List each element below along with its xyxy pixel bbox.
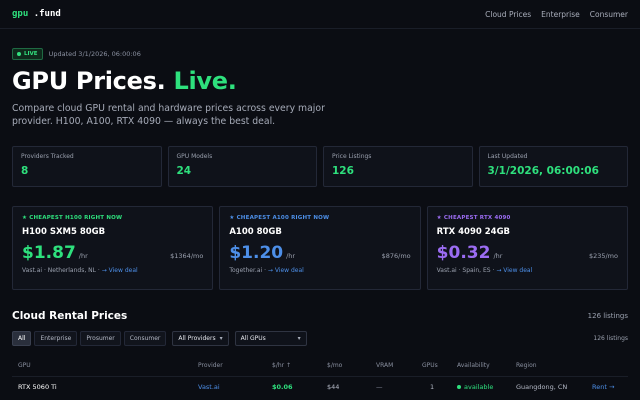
chevron-down-icon: ▾	[297, 335, 301, 342]
deal-price-row: $0.32 /hr $235/mo	[437, 243, 618, 263]
col-region[interactable]: Region	[516, 361, 537, 369]
deal-tag: ★ CHEAPEST H100 RIGHT NOW	[22, 215, 123, 221]
stat-label: Last Updated	[487, 153, 528, 160]
deal-gpu-name: H100 SXM5 80GB	[22, 227, 106, 237]
stat-label: Providers Tracked	[21, 153, 74, 160]
deals-row: ★ CHEAPEST H100 RIGHT NOW H100 SXM5 80GB…	[12, 206, 628, 290]
live-badge: LIVE	[12, 48, 43, 60]
live-dot-icon	[17, 52, 21, 56]
top-nav: gpu .fund Cloud Prices Enterprise Consum…	[0, 0, 640, 29]
cell-vram: —	[376, 382, 383, 391]
nav-link-cloud-prices[interactable]: Cloud Prices	[485, 9, 532, 19]
filter-enterprise[interactable]: Enterprise	[34, 331, 78, 346]
deal-price-row: $1.20 /hr $876/mo	[229, 243, 410, 263]
deal-meta: Vast.ai · Netherlands, NL · → View deal	[22, 267, 203, 274]
provider-select-value: All Providers	[178, 335, 216, 342]
deal-meta: Together.ai · → View deal	[229, 267, 410, 274]
deal-gpu-name: RTX 4090 24GB	[436, 227, 511, 237]
col-gpu[interactable]: GPU	[18, 361, 31, 369]
logo-fund: .fund	[33, 9, 61, 19]
deal-monthly: $235/mo	[588, 252, 618, 260]
provider-select[interactable]: All Providers ▾	[172, 331, 229, 346]
filter-prosumer[interactable]: Prosumer	[80, 331, 121, 346]
table-row: RTX 5060 Ti Vast.ai $0.06 $44 — 1 availa…	[12, 376, 628, 396]
live-label: LIVE	[24, 51, 38, 57]
cell-price-mo: $44	[327, 382, 340, 391]
logo-gpu: gpu	[12, 9, 29, 19]
deal-meta: Vast.ai · Spain, ES · → View deal	[437, 267, 618, 274]
stat-card-listings: Price Listings 126	[323, 146, 473, 187]
deal-monthly: $1364/mo	[170, 252, 204, 260]
stat-card-providers: Providers Tracked 8	[12, 146, 162, 187]
cell-price-hr: $0.06	[272, 382, 293, 391]
stat-value: 24	[176, 165, 192, 177]
cell-gpus: 1	[430, 382, 435, 391]
deal-card-rtx4090[interactable]: ★ CHEAPEST RTX 4090 RTX 4090 24GB $0.32 …	[426, 206, 628, 290]
deal-unit: /hr	[493, 252, 503, 260]
chevron-down-icon: ▾	[219, 335, 223, 342]
deal-price-row: $1.87 /hr $1364/mo	[22, 243, 203, 263]
listings-count: 126 listings	[593, 335, 628, 342]
deal-price: $0.32	[436, 243, 491, 263]
stat-label: Price Listings	[332, 153, 372, 160]
stat-value: 3/1/2026, 06:00:06	[487, 165, 599, 177]
filter-consumer[interactable]: Consumer	[123, 331, 167, 346]
deal-unit: /hr	[78, 252, 88, 260]
nav-link-consumer[interactable]: Consumer	[589, 9, 628, 19]
page-title: GPU Prices. Live.	[12, 67, 628, 95]
deal-price: $1.87	[22, 243, 76, 263]
deal-card-h100[interactable]: ★ CHEAPEST H100 RIGHT NOW H100 SXM5 80GB…	[12, 206, 214, 290]
view-deal-link[interactable]: → View deal	[496, 267, 533, 274]
view-deal-link[interactable]: → View deal	[101, 267, 138, 274]
stat-value: 8	[21, 165, 29, 177]
table-header: GPU Provider $/hr ↑ $/mo VRAM GPUs Avail…	[12, 358, 628, 372]
col-gpus[interactable]: GPUs	[422, 361, 438, 369]
hero-subtitle: Compare cloud GPU rental and hardware pr…	[12, 103, 325, 128]
nav-link-enterprise[interactable]: Enterprise	[541, 9, 580, 19]
site-logo[interactable]: gpu .fund	[12, 9, 61, 19]
stat-value: 126	[332, 165, 354, 177]
col-vram[interactable]: VRAM	[376, 361, 394, 369]
section-count: 126 listings	[587, 312, 628, 320]
deal-monthly: $876/mo	[381, 252, 411, 260]
rent-link[interactable]: Rent →	[592, 382, 615, 391]
cell-provider[interactable]: Vast.ai	[198, 382, 220, 391]
stat-card-models: GPU Models 24	[167, 146, 317, 187]
title-main: GPU Prices.	[12, 67, 166, 95]
deal-provider-location: Vast.ai · Netherlands, NL ·	[22, 267, 100, 274]
deal-gpu-name: A100 80GB	[229, 227, 282, 237]
deal-card-a100[interactable]: ★ CHEAPEST A100 RIGHT NOW A100 80GB $1.2…	[219, 206, 421, 290]
deal-price: $1.20	[229, 243, 284, 263]
updated-timestamp: Updated 3/1/2026, 06:00:06	[48, 50, 141, 58]
cell-availability: available	[457, 383, 493, 391]
filter-bar: All Enterprise Prosumer Consumer All Pro…	[12, 331, 628, 346]
deal-tag: ★ CHEAPEST RTX 4090	[436, 215, 511, 221]
stats-row: Providers Tracked 8 GPU Models 24 Price …	[12, 146, 628, 187]
filter-all[interactable]: All	[12, 331, 32, 346]
cell-region: Guangdong, CN	[516, 382, 568, 391]
availability-dot-icon	[457, 384, 461, 389]
col-provider[interactable]: Provider	[198, 361, 223, 369]
deal-provider-location: Together.ai ·	[229, 267, 266, 274]
stat-card-last-updated: Last Updated 3/1/2026, 06:00:06	[478, 146, 628, 187]
gpu-select[interactable]: All GPUs ▾	[234, 331, 307, 346]
cell-gpu: RTX 5060 Ti	[18, 382, 57, 391]
hero: LIVE Updated 3/1/2026, 06:00:06 GPU Pric…	[0, 29, 640, 129]
deal-tag: ★ CHEAPEST A100 RIGHT NOW	[229, 215, 330, 221]
col-availability[interactable]: Availability	[457, 361, 490, 369]
status-row: LIVE Updated 3/1/2026, 06:00:06	[12, 47, 628, 61]
col-price-hr[interactable]: $/hr ↑	[272, 361, 292, 369]
title-accent: Live.	[173, 67, 237, 95]
nav-links: Cloud Prices Enterprise Consumer	[485, 10, 628, 19]
col-price-mo[interactable]: $/mo	[327, 361, 343, 369]
deal-unit: /hr	[286, 252, 296, 260]
view-deal-link[interactable]: → View deal	[267, 267, 304, 274]
deal-provider-location: Vast.ai · Spain, ES ·	[436, 267, 495, 274]
availability-label: available	[464, 382, 494, 391]
stat-label: GPU Models	[176, 153, 213, 160]
gpu-select-value: All GPUs	[240, 335, 266, 342]
section-title: Cloud Rental Prices	[12, 310, 128, 322]
